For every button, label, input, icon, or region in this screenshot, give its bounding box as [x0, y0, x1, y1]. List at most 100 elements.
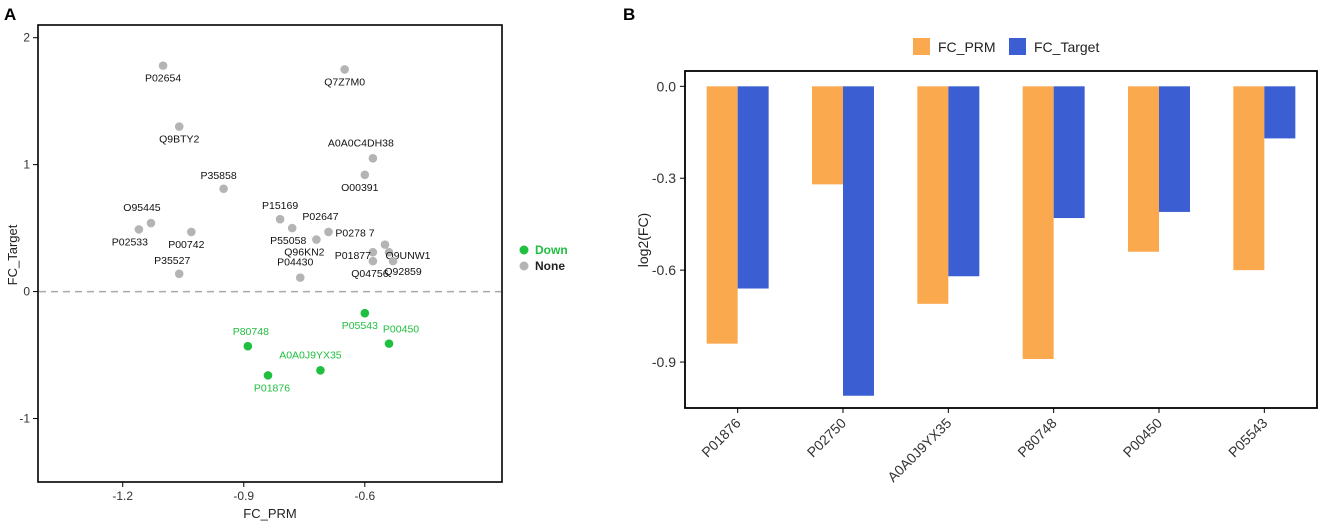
- bar: [843, 86, 874, 396]
- scatter-y-ticks: -1 0 1 2: [19, 31, 38, 426]
- scatter-legend: Down None: [519, 243, 568, 273]
- scatter-point: [324, 227, 333, 237]
- scatter-point: [174, 122, 184, 131]
- bar-y-tick-label: -0.6: [652, 262, 676, 278]
- bar-x-tick-label: A0A0J9YX35: [884, 415, 954, 485]
- scatter-point: [368, 256, 378, 266]
- bar-y-axis-label: log2(FC): [635, 213, 651, 267]
- bar-y-tick-label: -0.9: [652, 354, 676, 370]
- scatter-point-label: P01876: [254, 382, 290, 394]
- scatter-point: [158, 61, 168, 70]
- scatter-point-label: P35858: [200, 170, 236, 182]
- scatter-point-label: P0278 7: [335, 228, 374, 240]
- legend-none-marker: [519, 261, 529, 271]
- scatter-point-label: P35527: [154, 255, 190, 267]
- legend-fc-target-swatch: [1009, 38, 1026, 55]
- bar-y-tick-label: -0.3: [652, 170, 676, 186]
- scatter-point-label: A0A0J9YX35: [279, 349, 342, 361]
- scatter-point: [134, 225, 144, 234]
- scatter-point-label: P55058: [270, 235, 306, 247]
- scatter-point: [380, 240, 390, 249]
- scatter-chart: -1.2 -0.9 -0.6 -1 0 1 2 P02654 Q7Z7M0 Q9BTY2 A0A…: [5, 24, 568, 521]
- scatter-x-tick-label: -0.9: [233, 489, 254, 503]
- scatter-points: P02654 Q7Z7M0 Q9BTY2 A0A0C4DH38 O00391 P35858…: [112, 61, 431, 394]
- scatter-point-label: Q96KN2: [284, 247, 324, 259]
- scatter-point-label: Q04756: [351, 268, 389, 280]
- scatter-point: [384, 339, 394, 348]
- bar: [917, 86, 949, 304]
- scatter-y-tick-label: -1: [19, 412, 30, 426]
- bar: [948, 86, 980, 277]
- bar-x-tick-label: P05543: [1225, 415, 1271, 461]
- scatter-point: [287, 223, 297, 233]
- bar: [1128, 86, 1159, 252]
- scatter-x-tick-label: -0.6: [354, 489, 375, 503]
- scatter-point-label: P80748: [233, 326, 269, 338]
- scatter-point: [360, 170, 370, 180]
- bar-plot-frame: [684, 70, 1318, 409]
- scatter-point: [174, 269, 184, 279]
- scatter-point: [360, 308, 370, 318]
- scatter-point-label: Q92859: [384, 266, 422, 278]
- scatter-point-label: P05543: [342, 320, 378, 332]
- bar: [1159, 86, 1190, 212]
- legend-down-label: Down: [535, 243, 568, 257]
- legend-fc-target-label: FC_Target: [1034, 39, 1099, 55]
- bar-chart: FC_PRM FC_Target 0.0-0.3-0.6-0.9 P01876 P…: [635, 38, 1318, 485]
- scatter-point-label: Q7Z7M0: [324, 76, 365, 88]
- scatter-point: [368, 247, 378, 257]
- scatter-point: [263, 371, 273, 380]
- legend-down-marker: [519, 245, 529, 255]
- scatter-point: [275, 214, 285, 224]
- scatter-point-label: P15169: [262, 200, 298, 212]
- scatter-point-label: P00742: [168, 239, 204, 251]
- bar: [1053, 86, 1085, 219]
- scatter-x-ticks: -1.2 -0.9 -0.6: [112, 482, 375, 503]
- scatter-point: [219, 184, 228, 194]
- scatter-point: [316, 365, 325, 375]
- scatter-point-label: O00391: [341, 182, 379, 194]
- legend-fc-prm-label: FC_PRM: [938, 39, 996, 55]
- bar-y-ticks: 0.0 -0.3 -0.6 -0.9: [652, 78, 685, 370]
- bar: [737, 86, 769, 289]
- scatter-y-tick-label: 2: [23, 31, 30, 45]
- scatter-point-label: P02533: [112, 236, 148, 248]
- legend-fc-prm-swatch: [913, 38, 930, 55]
- legend-none-label: None: [535, 259, 565, 273]
- panel-a-label: A: [4, 5, 16, 24]
- bar-marks: [706, 86, 1296, 396]
- bar: [812, 86, 843, 185]
- scatter-x-tick-label: -1.2: [112, 489, 133, 503]
- scatter-point: [312, 235, 321, 244]
- bar-x-ticks: P01876 P02750 A0A0J9YX35 P80748 P00450 P05543: [698, 408, 1271, 485]
- scatter-point-label: P04430: [277, 257, 313, 269]
- bar-y-tick-label: 0.0: [657, 78, 677, 94]
- scatter-point-label: P01877: [335, 250, 371, 262]
- bar-x-tick-label: P02750: [804, 415, 850, 461]
- bar: [1233, 86, 1265, 271]
- scatter-point: [187, 227, 196, 237]
- scatter-x-axis-label: FC_PRM: [243, 506, 296, 521]
- scatter-plot-frame: [37, 24, 503, 483]
- scatter-point: [146, 218, 156, 228]
- scatter-point: [368, 153, 378, 163]
- scatter-point-label: P02647: [302, 211, 338, 223]
- scatter-point-label: P02654: [145, 73, 181, 85]
- scatter-y-axis-label: FC_Target: [5, 224, 20, 285]
- bar: [1022, 86, 1054, 359]
- scatter-point-label: O95445: [123, 202, 161, 214]
- panel-b-label: B: [623, 5, 635, 24]
- scatter-point: [243, 341, 253, 351]
- scatter-point: [388, 256, 398, 266]
- scatter-point: [384, 247, 394, 257]
- bar-legend: FC_PRM FC_Target: [913, 38, 1099, 55]
- bar-x-tick-label: P80748: [1014, 415, 1060, 461]
- bar-x-tick-label: P00450: [1120, 415, 1166, 461]
- scatter-y-tick-label: 0: [23, 285, 30, 299]
- scatter-y-tick-label: 1: [23, 158, 30, 172]
- scatter-point-label: Q9BTY2: [159, 134, 199, 146]
- scatter-point: [340, 65, 349, 74]
- bar: [1264, 86, 1296, 139]
- scatter-point-label: P00450: [383, 324, 419, 336]
